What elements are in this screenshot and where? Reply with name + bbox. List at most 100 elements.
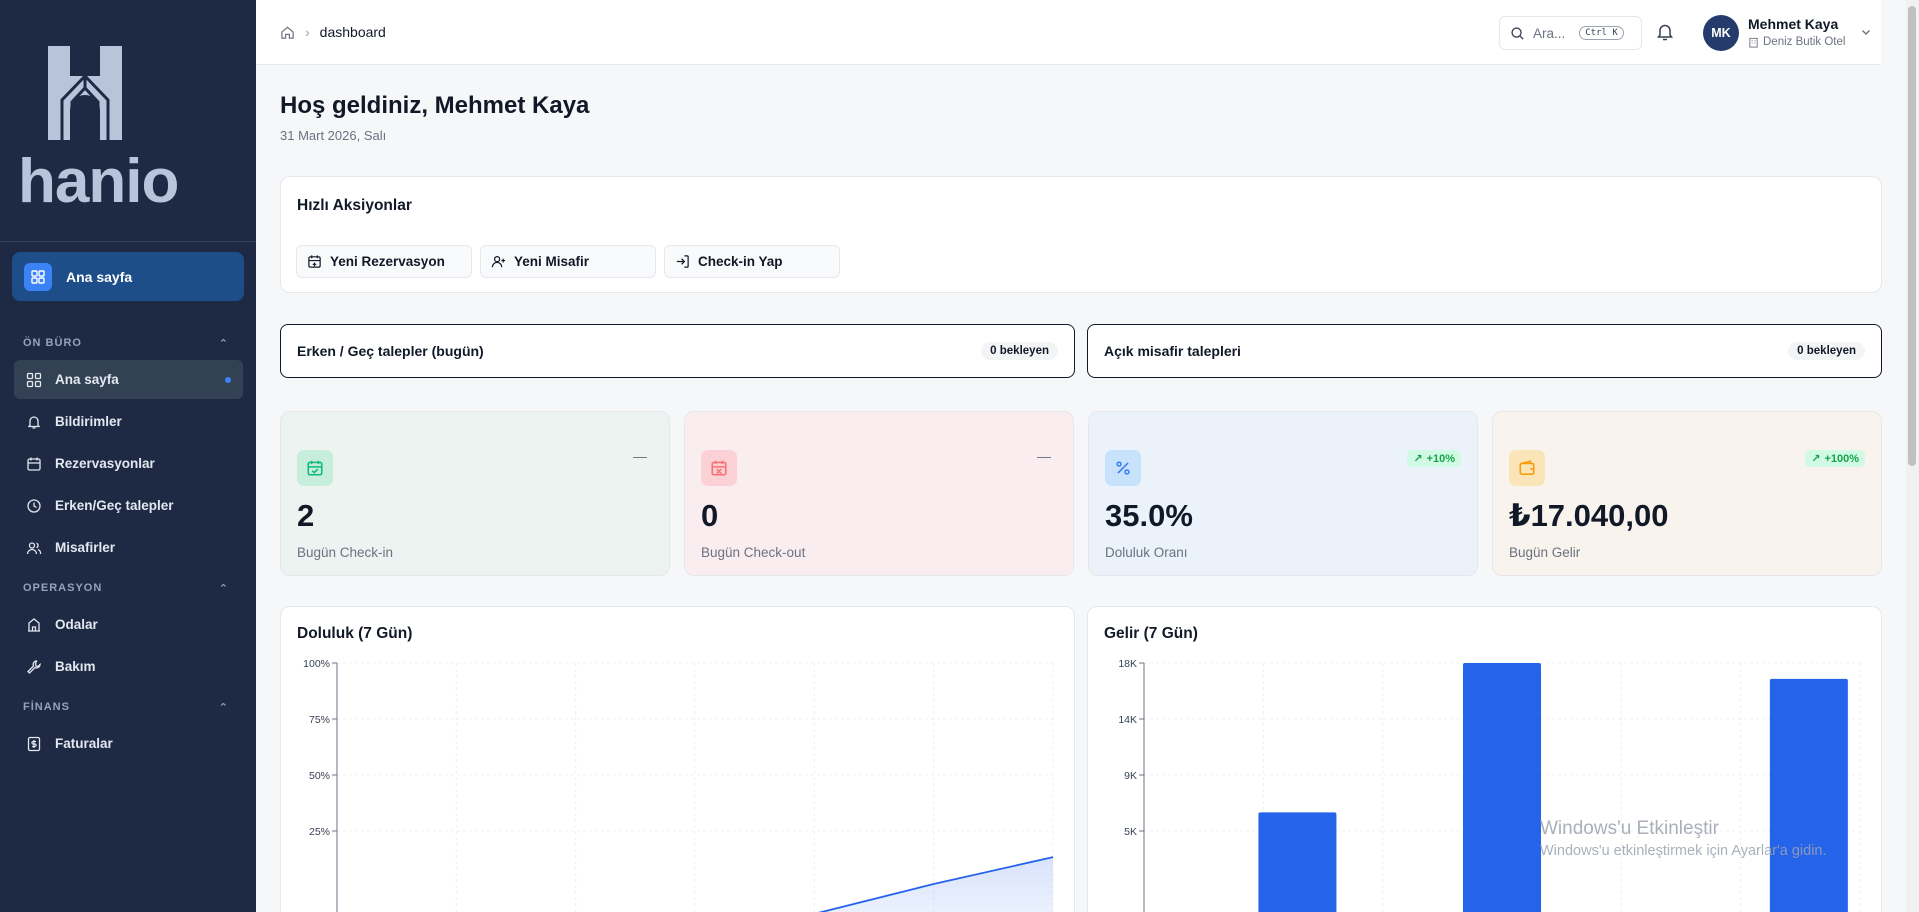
chart-title: Gelir (7 Gün): [1104, 625, 1198, 642]
log-in-icon: [676, 255, 689, 268]
y-tick-label: 25%: [309, 826, 330, 838]
stat-card-occupancy[interactable]: ↗ +10% 35.0% Doluluk Oranı: [1088, 411, 1478, 576]
users-icon: [26, 541, 42, 554]
button-label: Yeni Rezervasyon: [330, 254, 445, 269]
chart-title: Doluluk (7 Gün): [297, 625, 413, 642]
sidebar-item-invoices[interactable]: Faturalar: [14, 724, 243, 763]
revenue-bar-chart: 18K 14K 9K 5K: [1118, 658, 1861, 912]
chevron-up-icon: ⌃: [218, 702, 229, 714]
user-hotel: Deniz Butik Otel: [1748, 36, 1845, 48]
windows-activation-subtitle: Windows'u etkinleştirmek için Ayarlar'a …: [1540, 843, 1827, 859]
dollar-receipt-icon: [27, 736, 41, 751]
breadcrumb: › dashboard: [280, 24, 386, 40]
chevron-down-icon[interactable]: [1860, 26, 1872, 38]
trend-up-icon: ↗: [1413, 453, 1423, 465]
grid-icon: [24, 262, 52, 291]
status-badge: 0 bekleyen: [981, 342, 1058, 360]
search-input[interactable]: Ara... Ctrl K: [1499, 16, 1642, 50]
calendar-check-icon: [297, 450, 333, 486]
section-header-operations[interactable]: OPERASYON ⌃: [23, 582, 229, 595]
building-icon: [1749, 37, 1758, 48]
bell-icon: [27, 415, 41, 429]
user-name[interactable]: Mehmet Kaya: [1748, 16, 1839, 32]
stat-label: Doluluk Oranı: [1105, 545, 1188, 560]
sidebar-item-early-late[interactable]: Erken/Geç talepler: [14, 486, 243, 525]
section-title: OPERASYON: [23, 582, 103, 594]
sidebar-item-label: Erken/Geç talepler: [55, 498, 174, 513]
trend-up-icon: ↗: [1811, 453, 1821, 465]
trend-value: +100%: [1824, 452, 1859, 465]
y-tick-label: 9K: [1124, 770, 1137, 782]
sidebar-item-label: Ana sayfa: [55, 372, 119, 387]
top-bar: › dashboard Ara... Ctrl K MK Mehmet Kaya…: [256, 0, 1881, 65]
early-late-requests-card[interactable]: Erken / Geç talepler (bugün) 0 bekleyen: [280, 324, 1075, 378]
y-tick-label: 5K: [1124, 826, 1137, 838]
wrench-icon: [27, 659, 41, 674]
building-icon: [28, 617, 40, 632]
stat-value: 35.0%: [1105, 498, 1193, 533]
sidebar-item-label: Misafirler: [55, 540, 116, 555]
sidebar-item-label: Faturalar: [55, 736, 113, 751]
occupancy-line-chart: 100% 75% 50% 25%: [303, 658, 1054, 912]
sidebar-item-rooms[interactable]: Odalar: [14, 605, 243, 644]
trend-badge: ↗ +100%: [1805, 450, 1865, 467]
page-date: 31 Mart 2026, Salı: [280, 128, 387, 143]
stat-card-checkout[interactable]: — 0 Bugün Check-out: [684, 411, 1074, 576]
scrollbar-thumb[interactable]: [1908, 6, 1916, 466]
button-label: Check-in Yap: [698, 254, 783, 269]
clock-icon: [27, 498, 41, 513]
brand-logo[interactable]: hanio: [0, 0, 256, 242]
search-icon: [1511, 26, 1524, 40]
notifications-button[interactable]: [1656, 22, 1674, 47]
sidebar-item-maintenance[interactable]: Bakım: [14, 647, 243, 686]
section-header-finance[interactable]: FİNANS ⌃: [23, 701, 229, 714]
avatar[interactable]: MK: [1703, 15, 1739, 51]
sidebar-item-home[interactable]: Ana sayfa: [14, 360, 243, 399]
bar: [1463, 663, 1541, 912]
sidebar-item-notifications[interactable]: Bildirimler: [14, 402, 243, 441]
stat-card-checkin[interactable]: — 2 Bugün Check-in: [280, 411, 670, 576]
sidebar-item-guests[interactable]: Misafirler: [14, 528, 243, 567]
windows-activation-title: Windows'u Etkinleştir: [1540, 818, 1719, 839]
sidebar-item-label: Bakım: [55, 659, 96, 674]
home-icon[interactable]: [280, 25, 295, 40]
bar: [1258, 812, 1337, 912]
breadcrumb-current[interactable]: dashboard: [319, 24, 386, 40]
user-plus-icon: [491, 256, 506, 268]
stat-label: Bugün Check-in: [297, 545, 394, 560]
revenue-chart-card: Gelir (7 Gün) 18K 14K 9K 5K: [1087, 606, 1882, 912]
y-tick-label: 100%: [303, 658, 330, 670]
section-title: FİNANS: [23, 701, 70, 713]
stat-card-revenue[interactable]: ↗ +100% ₺17.040,00 Bugün Gelir: [1492, 411, 1882, 576]
section-title: ÖN BÜRO: [23, 337, 82, 349]
percent-icon: [1105, 450, 1141, 486]
search-placeholder: Ara...: [1533, 25, 1566, 41]
wallet-icon: [1509, 450, 1545, 486]
search-shortcut: Ctrl K: [1579, 26, 1624, 40]
new-reservation-button[interactable]: Yeni Rezervasyon: [296, 245, 472, 278]
request-label: Erken / Geç talepler (bugün): [297, 343, 484, 359]
section-header-front-office[interactable]: ÖN BÜRO ⌃: [23, 337, 229, 350]
sidebar-home-pill[interactable]: Ana sayfa: [12, 252, 244, 301]
sidebar-item-label: Odalar: [55, 617, 98, 632]
hanio-logo-icon: [48, 46, 122, 140]
button-label: Yeni Misafir: [514, 254, 590, 269]
calendar-x-icon: [701, 450, 737, 486]
bell-icon: [1657, 24, 1673, 41]
brand-name: hanio: [18, 147, 179, 216]
y-tick-label: 14K: [1118, 714, 1137, 726]
check-in-button[interactable]: Check-in Yap: [664, 245, 840, 278]
request-label: Açık misafir talepleri: [1104, 343, 1241, 359]
calendar-plus-icon: [308, 255, 321, 268]
trend-value: +10%: [1426, 452, 1455, 465]
calendar-icon: [27, 457, 41, 471]
open-guest-requests-card[interactable]: Açık misafir talepleri 0 bekleyen: [1087, 324, 1882, 378]
stat-value: 2: [297, 498, 315, 533]
sidebar-item-reservations[interactable]: Rezervasyonlar: [14, 444, 243, 483]
sidebar-home-pill-label: Ana sayfa: [66, 268, 133, 285]
new-guest-button[interactable]: Yeni Misafir: [480, 245, 656, 278]
sidebar: hanio Ana sayfa ÖN BÜRO ⌃ Ana sayfa Bild…: [0, 0, 256, 912]
sidebar-item-label: Bildirimler: [55, 414, 122, 429]
y-tick-label: 18K: [1118, 658, 1137, 670]
page-title: Hoş geldiniz, Mehmet Kaya: [280, 92, 590, 119]
